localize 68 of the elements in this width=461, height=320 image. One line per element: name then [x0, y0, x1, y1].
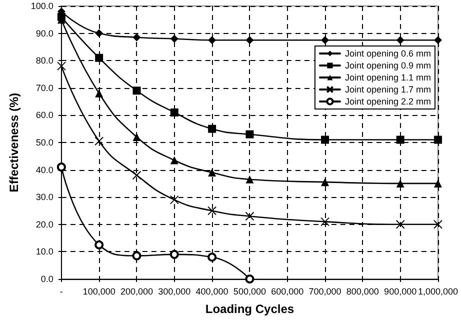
- point: [396, 220, 405, 229]
- point: [170, 108, 178, 116]
- point: [396, 136, 404, 144]
- y-tick-label: 50.0: [36, 138, 54, 148]
- point: [208, 206, 217, 216]
- point: [132, 170, 142, 180]
- x-tick-label: 300,000: [158, 286, 191, 296]
- point: [434, 36, 442, 44]
- x-tick-label: 100,000: [82, 286, 116, 296]
- legend-label: Joint opening 0.9 mm: [344, 60, 432, 70]
- y-tick-label: 10.0: [36, 246, 54, 257]
- point: [433, 220, 442, 229]
- point: [321, 36, 330, 44]
- point: [208, 252, 217, 262]
- y-tick-label: 70.0: [36, 82, 54, 93]
- point: [434, 179, 442, 188]
- point: [94, 136, 104, 146]
- legend-label: Joint opening 0.6 mm: [344, 48, 432, 58]
- y-tick-label: 80.0: [36, 56, 54, 66]
- x-tick-label: 400,000: [196, 286, 228, 296]
- x-tick-label: 800,000: [346, 286, 379, 296]
- point: [132, 86, 141, 95]
- x-tick-label: 1,000,000: [418, 286, 458, 296]
- point: [208, 124, 216, 133]
- x-tick-label: 200,000: [120, 286, 154, 296]
- point: [94, 240, 104, 250]
- point: [132, 133, 141, 142]
- legend-label: Joint opening 1.1 mm: [344, 72, 432, 82]
- point: [321, 136, 330, 144]
- y-axis-title: Effectiveness (%): [7, 92, 21, 192]
- legend-label: Joint opening 1.7 mm: [344, 84, 432, 94]
- point: [56, 162, 66, 172]
- point: [132, 251, 142, 260]
- y-tick-label: 30.0: [36, 192, 54, 202]
- y-tick-label: 0.0: [40, 274, 54, 284]
- point: [246, 175, 254, 184]
- y-tick-label: 40.0: [36, 164, 54, 175]
- point: [170, 34, 178, 43]
- point: [246, 36, 254, 44]
- point: [320, 217, 330, 226]
- point: [95, 29, 104, 38]
- point: [246, 130, 254, 138]
- point: [56, 62, 66, 71]
- point: [95, 89, 104, 98]
- x-tick-label: -: [60, 286, 63, 296]
- point: [132, 33, 141, 42]
- y-tick-label: 100.0: [30, 1, 54, 11]
- point: [321, 178, 330, 186]
- point: [245, 212, 254, 221]
- point: [95, 54, 104, 62]
- x-tick-label: 500,000: [233, 286, 266, 296]
- point: [170, 156, 178, 164]
- y-tick-label: 60.0: [36, 110, 54, 120]
- x-tick-label: 600,000: [271, 286, 304, 296]
- point: [434, 136, 442, 144]
- y-tick-label: 90.0: [36, 28, 54, 38]
- point: [396, 179, 404, 188]
- point: [208, 36, 216, 44]
- point: [208, 168, 216, 177]
- point: [245, 274, 254, 284]
- point: [396, 36, 404, 44]
- point: [170, 250, 179, 259]
- x-tick-label: 900,000: [384, 286, 417, 296]
- point: [170, 195, 179, 204]
- x-tick-label: 700,000: [308, 286, 342, 296]
- legend-label: Joint opening 2.2 mm: [344, 96, 432, 106]
- y-tick-label: 20.0: [36, 219, 54, 230]
- x-axis-title: Loading Cycles: [205, 302, 294, 316]
